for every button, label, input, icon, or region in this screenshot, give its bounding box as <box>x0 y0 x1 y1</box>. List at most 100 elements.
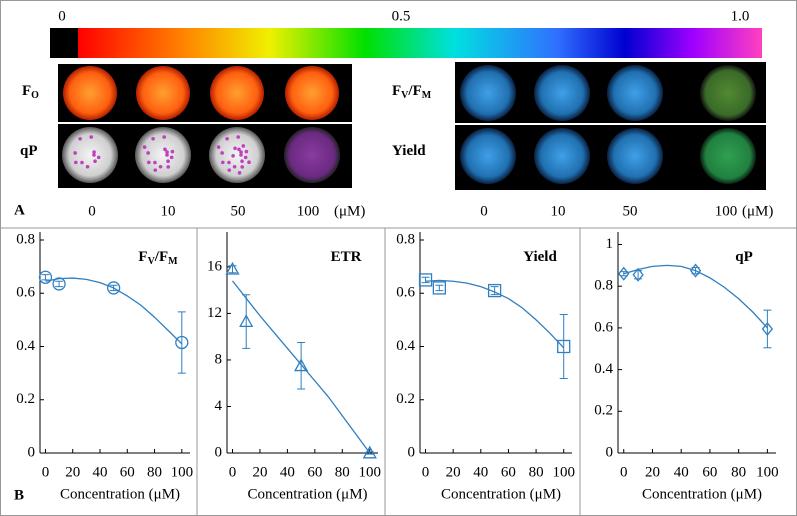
x-axis-label: Concentration (μM) <box>642 486 762 502</box>
image-spot <box>153 168 158 172</box>
x-tick-label: 40 <box>674 464 689 480</box>
marker <box>487 283 502 298</box>
x-axis-label: Concentration (μM) <box>441 486 561 502</box>
error-bar <box>177 311 186 374</box>
image-spot <box>85 164 90 169</box>
marker <box>418 273 433 287</box>
x-axis-label: Concentration (μM) <box>60 486 180 502</box>
image-spot <box>163 147 167 152</box>
colorbar-label: 0 <box>58 8 66 24</box>
image <box>284 127 340 183</box>
text-part: V <box>401 90 409 101</box>
colorbar-black <box>50 28 78 58</box>
y-tick-label: 12 <box>207 305 222 321</box>
image-spot <box>237 171 242 175</box>
concentration-label: 50 <box>623 203 638 219</box>
image-spot <box>221 160 225 165</box>
text-part: qP <box>735 249 753 265</box>
marker <box>362 445 377 459</box>
y-tick-label: 0 <box>28 444 36 460</box>
image-spot <box>243 155 248 160</box>
x-tick-label: 0 <box>422 464 430 480</box>
concentration-label: 100 <box>715 203 738 219</box>
error-bar <box>242 294 251 349</box>
x-tick-label: 80 <box>529 464 544 480</box>
image-spot <box>232 164 237 169</box>
x-tick-label: 40 <box>280 464 295 480</box>
image-spot <box>165 150 169 154</box>
image <box>62 127 118 183</box>
y-tick-label: 0.2 <box>594 403 613 419</box>
text-part: /F <box>154 249 168 265</box>
x-tick-label: 0 <box>620 464 628 480</box>
y-tick-label: 0 <box>408 444 416 460</box>
x-tick-label: 60 <box>307 464 322 480</box>
x-tick-label: 80 <box>731 464 746 480</box>
image-spot <box>166 159 170 164</box>
y-tick-label: 0.6 <box>396 285 415 301</box>
image <box>63 66 117 120</box>
y-tick-label: 0 <box>215 444 223 460</box>
y-tick-label: 8 <box>215 351 223 367</box>
x-tick-label: 80 <box>335 464 350 480</box>
marker <box>38 270 53 284</box>
image-spot <box>220 151 224 155</box>
image-spot <box>227 168 232 172</box>
marker <box>239 314 254 328</box>
x-tick-label: 40 <box>93 464 108 480</box>
y-tick-label: 0.4 <box>16 338 35 354</box>
colorbar-label: 1.0 <box>731 8 750 24</box>
concentration-label: 10 <box>551 203 566 219</box>
concentration-label: 50 <box>231 203 246 219</box>
marker <box>632 267 644 282</box>
image-spot <box>247 160 251 165</box>
text-part: Yield <box>523 249 557 265</box>
marker <box>618 266 630 281</box>
image-spot <box>244 149 249 154</box>
image-spot <box>92 150 96 154</box>
x-tick-label: 80 <box>147 464 162 480</box>
image-spot <box>78 136 82 141</box>
image <box>607 128 663 184</box>
x-tick-label: 20 <box>446 464 461 480</box>
text-part: /F <box>407 83 421 99</box>
x-tick-label: 100 <box>756 464 779 480</box>
image-spot <box>216 145 221 149</box>
image-spot <box>151 136 155 141</box>
marker <box>106 281 121 295</box>
y-tick-label: 0.8 <box>16 231 35 247</box>
x-tick-label: 20 <box>645 464 660 480</box>
error-bar <box>109 284 118 292</box>
image-spot <box>96 155 101 160</box>
image <box>700 65 756 121</box>
row-label: qP <box>20 143 38 159</box>
image <box>135 127 191 183</box>
image-spot <box>240 165 245 169</box>
marker <box>432 281 446 295</box>
text-part: ETR <box>331 249 362 265</box>
error-bar <box>421 276 430 284</box>
chart-title: FV/FM <box>138 249 178 267</box>
y-tick-label: 0.8 <box>594 278 613 294</box>
error-bar <box>41 274 50 281</box>
image-spot <box>239 150 243 154</box>
y-tick-label: 0.8 <box>396 231 415 247</box>
error-bar <box>435 284 444 292</box>
image-spot <box>239 153 243 157</box>
concentration-label: 100 <box>297 203 320 219</box>
y-tick-label: 0.6 <box>16 285 35 301</box>
colorbar-label: 0.5 <box>392 8 411 24</box>
x-tick-label: 40 <box>473 464 488 480</box>
error-bar <box>297 342 306 390</box>
concentration-label: 0 <box>480 203 488 219</box>
y-tick-label: 16 <box>207 258 223 274</box>
marker <box>294 358 309 372</box>
panel-label: A <box>14 202 25 218</box>
chart-title: qP <box>735 249 753 265</box>
text-part: qP <box>20 143 38 159</box>
marker <box>689 263 702 278</box>
error-bar <box>763 309 772 349</box>
image-spot <box>240 159 244 164</box>
image <box>534 65 590 121</box>
